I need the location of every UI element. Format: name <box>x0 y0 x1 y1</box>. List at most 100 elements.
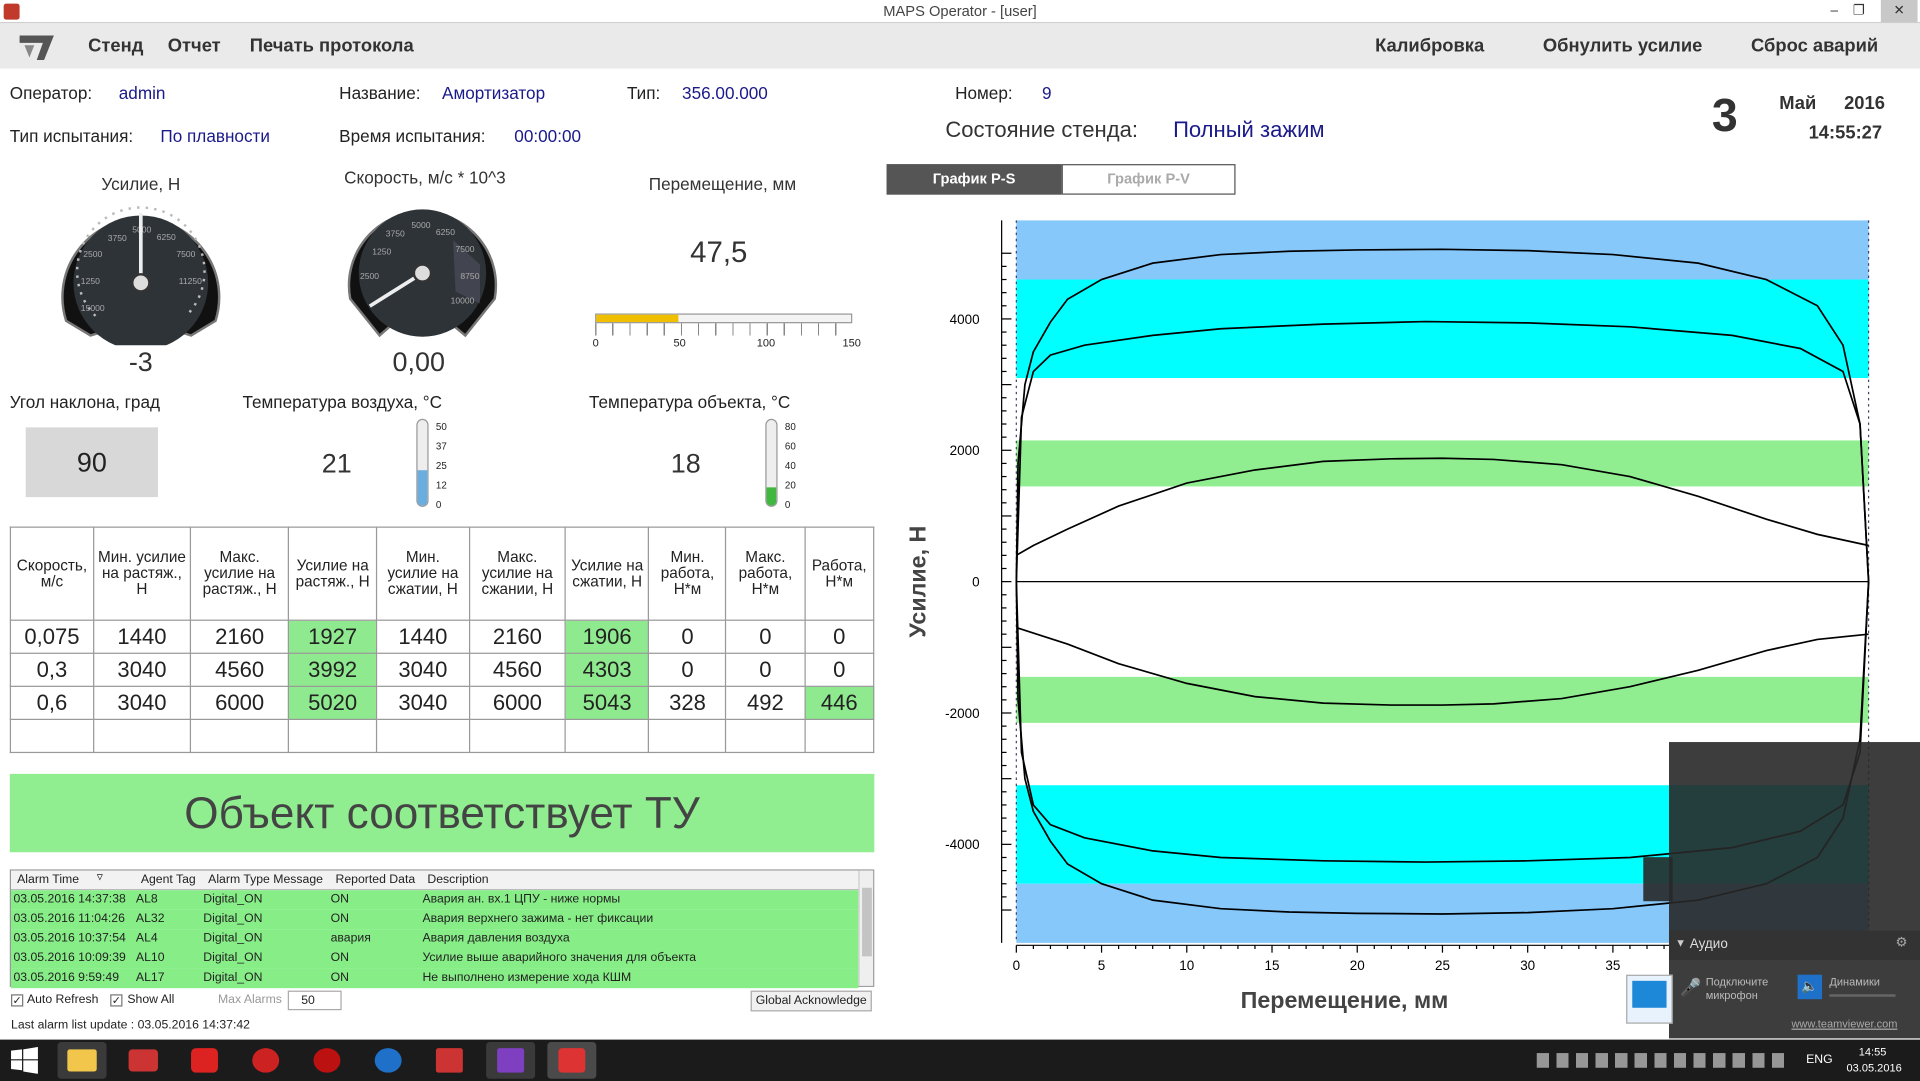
col-min-tension: Мин. усилие на растяж., Н <box>92 526 192 621</box>
table-cell <box>804 718 875 754</box>
force-tick: 1250 <box>81 276 100 286</box>
name-label: Название: <box>339 83 421 103</box>
test-type-label: Тип испытания: <box>9 126 134 146</box>
teamviewer-tab[interactable] <box>1643 857 1673 902</box>
alarm-col-desc[interactable]: Description <box>427 873 489 887</box>
obj-temp-value: 18 <box>670 448 701 479</box>
obj-thermometer-fill <box>766 486 777 506</box>
alarm-row[interactable]: 03.05.2016 9:59:49 AL17 Digital_ON ON Не вып… <box>11 968 859 989</box>
air-tick: 50 <box>435 421 447 433</box>
move-tick: 0 <box>592 336 599 349</box>
air-temp-title: Температура воздуха, °C <box>242 391 443 412</box>
window-title: MAPS Operator - [user] <box>883 2 1037 20</box>
speed-tick: 2500 <box>360 271 379 281</box>
menu-report[interactable]: Отчет <box>167 35 221 57</box>
force-title: Усилие, Н <box>101 173 181 194</box>
auto-refresh-checkbox[interactable]: ✓ <box>11 994 24 1007</box>
force-tick: 7500 <box>176 249 195 259</box>
col-max-compression: Макс. усилие на сжании, Н <box>468 526 567 621</box>
table-cell: 3040 <box>92 685 192 721</box>
designer-app-icon[interactable] <box>425 1042 474 1079</box>
alarm-row[interactable]: 03.05.2016 14:37:38 AL8 Digital_ON ON Авария… <box>11 890 859 910</box>
sort-icon[interactable]: ▿ <box>96 870 103 885</box>
alarm-cell: Авария ан. вх.1 ЦПУ - ниже нормы <box>422 892 621 907</box>
test-time-value: 00:00:00 <box>514 126 582 146</box>
operator-label: Оператор: <box>9 83 93 103</box>
speaker-icon[interactable]: 🔈 <box>1797 974 1823 1000</box>
tab-ps[interactable]: График P-S <box>886 164 1062 195</box>
folder-glyph <box>67 1049 97 1072</box>
maps-operator-icon[interactable] <box>547 1042 597 1079</box>
type-value: 356.00.000 <box>682 83 768 103</box>
obj-tick: 0 <box>784 499 791 511</box>
mic-off-icon[interactable]: 🎤 <box>1680 977 1702 997</box>
alarm-row[interactable]: 03.05.2016 10:09:39 AL10 Digital_ON ON Усили… <box>11 948 859 969</box>
table-cell: 0,075 <box>9 619 95 654</box>
table-row <box>9 718 875 754</box>
alarm-col-tag[interactable]: Agent Tag <box>140 873 196 887</box>
alarm-cell: 03.05.2016 14:37:38 <box>13 892 126 907</box>
table-cell: 6000 <box>189 685 290 721</box>
force-tick: 6250 <box>157 232 176 242</box>
start-windows-icon[interactable] <box>11 1046 38 1074</box>
move-value: 47,5 <box>690 236 748 270</box>
menu-stand[interactable]: Стенд <box>88 35 144 57</box>
alarm-row[interactable]: 03.05.2016 11:04:26 AL32 Digital_ON ON Авари… <box>11 909 859 930</box>
alarm-col-data[interactable]: Reported Data <box>335 873 416 887</box>
monitor-icon[interactable] <box>1626 974 1673 1024</box>
gear-icon[interactable]: ⚙ <box>1895 935 1908 951</box>
tab-pv[interactable]: График P-V <box>1061 164 1236 195</box>
date-year: 2016 <box>1844 93 1885 114</box>
alarm-scrollbar[interactable] <box>858 870 874 986</box>
alarm-cell: Digital_ON <box>203 912 263 926</box>
obj-thermometer <box>765 418 778 507</box>
visual-studio-icon[interactable] <box>486 1042 536 1079</box>
teamviewer-url[interactable]: www.teamviewer.com <box>1791 1017 1898 1030</box>
calibration-button[interactable]: Калибровка <box>1375 35 1485 57</box>
menu-print-protocol[interactable]: Печать протокола <box>249 35 414 57</box>
minimize-button[interactable]: – <box>1830 3 1839 19</box>
alarm-cell: авария <box>330 931 371 946</box>
alarm-cell: ON <box>330 912 349 926</box>
angle-value: 90 <box>25 427 158 498</box>
tray-icons[interactable] <box>1536 1053 1788 1068</box>
gear-app-icon[interactable] <box>241 1042 290 1079</box>
table-cell: 0 <box>648 619 727 654</box>
speed-title: Скорость, м/с * 10^3 <box>344 167 506 188</box>
gear-app2-icon[interactable] <box>302 1042 351 1079</box>
red-app-icon[interactable] <box>180 1042 229 1079</box>
language-indicator[interactable]: ENG <box>1806 1053 1833 1067</box>
max-alarms-stepper[interactable]: 50 <box>287 990 342 1011</box>
logo-icon <box>19 35 54 61</box>
speed-tick: 3750 <box>386 228 405 238</box>
alarm-cell: 03.05.2016 10:37:54 <box>13 931 126 946</box>
table-cell: 4560 <box>468 652 567 687</box>
tray-clock[interactable]: 14:55 <box>1858 1045 1887 1058</box>
global-ack-button[interactable]: Global Acknowledge <box>750 990 872 1012</box>
force-value: -3 <box>128 346 153 378</box>
maximize-button[interactable]: ❐ <box>1852 3 1865 19</box>
move-title: Перемещение, мм <box>648 173 797 194</box>
alarm-col-type[interactable]: Alarm Type Message <box>208 873 323 887</box>
table-cell: 3040 <box>92 652 192 687</box>
force-curve <box>1015 457 1869 557</box>
close-button[interactable]: ✕ <box>1880 0 1918 23</box>
alarm-row[interactable]: 03.05.2016 10:37:54 AL4 Digital_ON авария Ав… <box>11 929 859 949</box>
teamviewer-icon[interactable] <box>364 1042 413 1079</box>
toolbox-app-icon[interactable] <box>119 1042 168 1079</box>
scroll-thumb[interactable] <box>862 887 872 957</box>
collapse-icon[interactable]: ▼ <box>1675 936 1687 949</box>
reset-force-button[interactable]: Обнулить усилие <box>1542 35 1703 57</box>
y-tick-label: 2000 <box>950 443 980 458</box>
audio-title: Аудио <box>1689 936 1728 952</box>
teamviewer-glyph <box>374 1048 402 1073</box>
tray-date[interactable]: 03.05.2016 <box>1846 1061 1902 1074</box>
reset-alarms-button[interactable]: Сброс аварий <box>1751 35 1879 57</box>
explorer-icon[interactable] <box>57 1042 107 1079</box>
table-cell: 328 <box>648 685 727 721</box>
speaker-slider[interactable] <box>1829 994 1896 997</box>
show-all-checkbox[interactable]: ✓ <box>110 994 123 1007</box>
alarm-col-time[interactable]: Alarm Time <box>17 873 80 887</box>
alarm-cell: Авария давления воздуха <box>422 931 570 946</box>
col-tension: Усилие на растяж., Н <box>288 526 378 621</box>
